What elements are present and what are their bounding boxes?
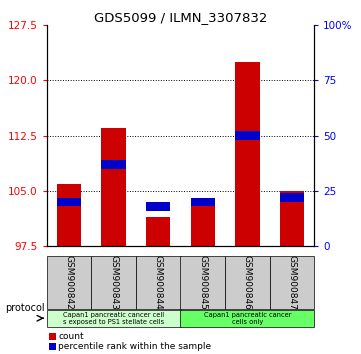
Bar [47,310,180,327]
Text: percentile rank within the sample: percentile rank within the sample [58,342,211,351]
Text: count: count [58,332,84,341]
Bar [235,131,260,140]
Text: GSM900845: GSM900845 [198,255,207,310]
Bar [49,333,56,340]
Bar [180,310,314,327]
Text: Capan1 pancreatic cancer
cells only: Capan1 pancreatic cancer cells only [204,312,291,325]
Bar [146,217,170,246]
Bar [91,256,136,309]
Bar [101,160,126,169]
Bar [47,256,91,309]
Text: GSM900847: GSM900847 [287,255,296,310]
Bar [49,343,56,350]
Bar [101,128,126,246]
Bar [191,202,215,246]
Bar [191,198,215,206]
Bar [235,62,260,246]
Bar [146,202,170,211]
Text: GSM900842: GSM900842 [65,255,74,310]
Bar [270,256,314,309]
Bar [57,183,82,246]
Text: GSM900846: GSM900846 [243,255,252,310]
Bar [279,191,304,246]
Bar [279,193,304,202]
Bar [57,198,82,206]
Bar [136,256,180,309]
Text: protocol: protocol [5,303,45,313]
Text: Capan1 pancreatic cancer cell
s exposed to PS1 stellate cells: Capan1 pancreatic cancer cell s exposed … [63,312,164,325]
Text: GSM900843: GSM900843 [109,255,118,310]
Title: GDS5099 / ILMN_3307832: GDS5099 / ILMN_3307832 [94,11,267,24]
Text: GSM900844: GSM900844 [154,255,163,310]
Bar [180,256,225,309]
Bar [225,256,270,309]
